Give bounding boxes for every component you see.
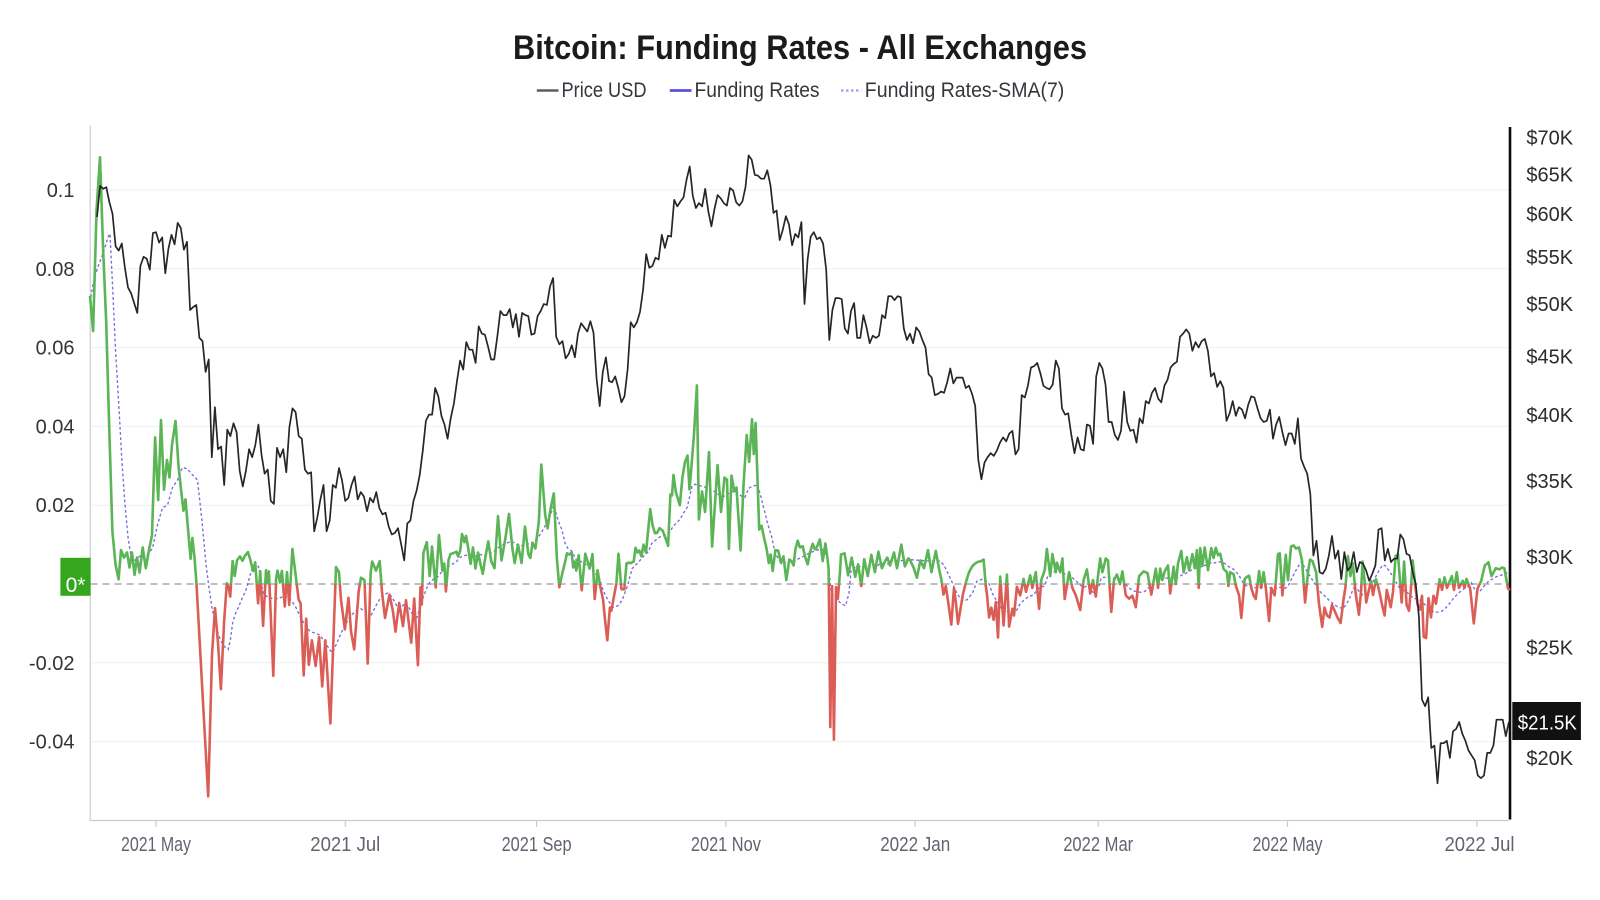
svg-text:$20K: $20K <box>1526 748 1573 770</box>
svg-text:2022 Jul: 2022 Jul <box>1445 834 1515 856</box>
svg-text:0.08: 0.08 <box>36 259 75 281</box>
svg-text:0.04: 0.04 <box>36 416 75 438</box>
svg-text:$35K: $35K <box>1526 471 1573 493</box>
svg-text:-0.02: -0.02 <box>29 653 75 675</box>
svg-text:$30K: $30K <box>1526 547 1573 569</box>
svg-text:-0.04: -0.04 <box>29 732 75 754</box>
svg-text:2021 May: 2021 May <box>121 834 191 856</box>
svg-text:Funding Rates: Funding Rates <box>695 79 820 102</box>
svg-text:Funding Rates-SMA(7): Funding Rates-SMA(7) <box>865 79 1065 102</box>
svg-text:$65K: $65K <box>1526 164 1573 186</box>
svg-text:0.06: 0.06 <box>36 338 75 360</box>
svg-text:2022 May: 2022 May <box>1253 834 1323 856</box>
svg-text:$60K: $60K <box>1526 204 1573 226</box>
svg-text:$25K: $25K <box>1526 638 1573 660</box>
svg-text:0.1: 0.1 <box>47 180 75 202</box>
svg-text:$70K: $70K <box>1526 128 1573 150</box>
svg-text:$40K: $40K <box>1526 405 1573 427</box>
svg-text:Price USD: Price USD <box>562 79 647 102</box>
svg-text:$21.5K: $21.5K <box>1518 713 1578 735</box>
svg-text:$55K: $55K <box>1526 247 1573 269</box>
svg-text:2022 Jan: 2022 Jan <box>880 834 950 856</box>
svg-text:2021 Sep: 2021 Sep <box>502 834 572 856</box>
svg-text:2021 Jul: 2021 Jul <box>310 834 380 856</box>
svg-text:0*: 0* <box>66 574 86 597</box>
svg-text:2022 Mar: 2022 Mar <box>1063 834 1133 856</box>
svg-text:0.02: 0.02 <box>36 495 75 517</box>
svg-text:Bitcoin: Funding Rates - All E: Bitcoin: Funding Rates - All Exchanges <box>513 29 1087 67</box>
svg-text:$45K: $45K <box>1526 346 1573 368</box>
svg-text:2021 Nov: 2021 Nov <box>691 834 761 856</box>
svg-text:$50K: $50K <box>1526 294 1573 316</box>
